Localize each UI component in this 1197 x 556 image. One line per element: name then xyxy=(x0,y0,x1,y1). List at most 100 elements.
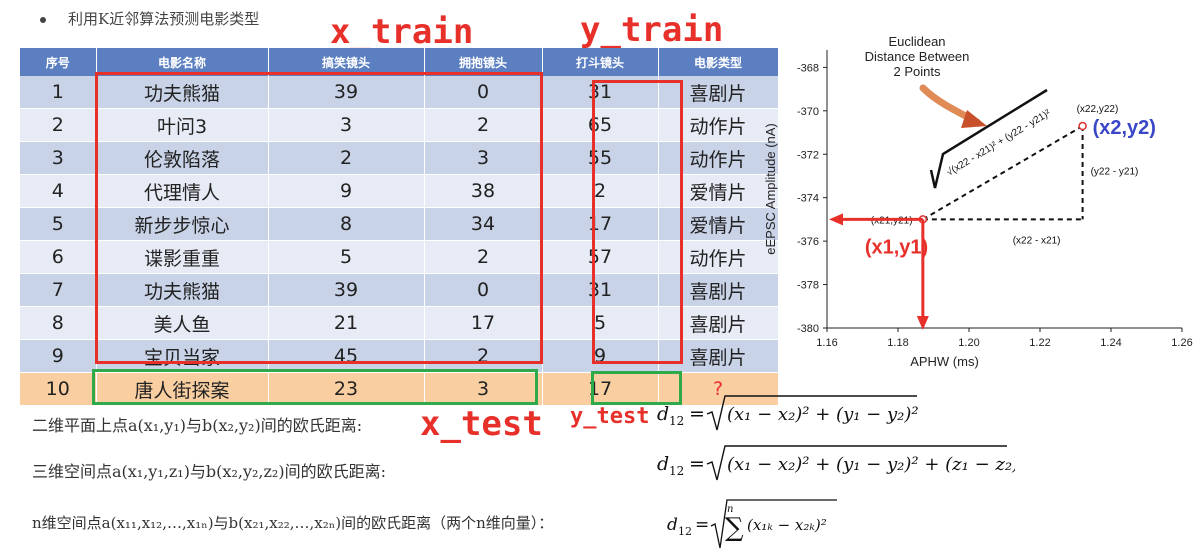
formula-2d-math: d 12 = (x₁ − x₂)² + (y₁ − y₂)² xyxy=(657,395,919,431)
dy-label: (y22 - y21) xyxy=(1091,167,1139,178)
svg-text:12: 12 xyxy=(669,414,684,428)
cell-title: 功夫熊猫 xyxy=(96,273,269,307)
cell-title: 唐人街探案 xyxy=(96,372,269,406)
cell-index: 4 xyxy=(20,174,97,208)
cell-hug: 17 xyxy=(424,306,543,340)
cell-title: 谍影重重 xyxy=(96,240,269,274)
y-tick-label: -376 xyxy=(797,236,819,248)
cell-fight: 2 xyxy=(542,174,659,208)
bullet-heading: 利用K近邻算法预测电影类型 xyxy=(40,8,259,29)
cell-genre: 喜剧片 xyxy=(658,273,779,307)
cell-hug: 38 xyxy=(424,174,543,208)
point-2-marker xyxy=(1078,121,1087,131)
svg-text:=: = xyxy=(689,453,705,475)
y-tick-label: -378 xyxy=(797,280,819,292)
svg-text:12: 12 xyxy=(678,525,692,538)
cell-index: 2 xyxy=(20,108,97,142)
col-header-comedy: 搞笑镜头 xyxy=(268,48,425,76)
x-test-label: x_test xyxy=(420,404,543,444)
cell-fight: 57 xyxy=(542,240,659,274)
cell-genre: 动作片 xyxy=(658,141,779,175)
big-point-1-label: (x1,y1) xyxy=(865,236,928,258)
cell-title: 代理情人 xyxy=(96,174,269,208)
table-row: 9 宝贝当家 45 2 9 喜剧片 xyxy=(20,339,779,373)
cell-fight: 17 xyxy=(542,372,659,406)
annotation-arrow-head xyxy=(961,110,987,128)
cell-hug: 3 xyxy=(424,141,543,175)
cell-comedy: 9 xyxy=(268,174,425,208)
y-axis-label: eEPSC Amplitude (nA) xyxy=(763,123,778,255)
point-2-label: (x22,y22) xyxy=(1077,104,1119,115)
cell-genre: 喜剧片 xyxy=(658,76,779,109)
cell-title: 叶问3 xyxy=(96,108,269,142)
bullet-text: 利用K近邻算法预测电影类型 xyxy=(68,10,260,28)
cell-title: 美人鱼 xyxy=(96,306,269,340)
cell-genre: 爱情片 xyxy=(658,207,779,241)
svg-text:(x₁ₖ − x₂ₖ)²: (x₁ₖ − x₂ₖ)² xyxy=(747,516,827,534)
cell-fight: 17 xyxy=(542,207,659,241)
cell-index: 1 xyxy=(20,76,97,109)
x-tick-label: 1.26 xyxy=(1171,337,1192,349)
cell-comedy: 39 xyxy=(268,273,425,307)
formula-3d-math: d 12 = (x₁ − x₂)² + (y₁ − y₂)² + (z₁ − z… xyxy=(657,445,1015,481)
cell-comedy: 39 xyxy=(268,76,425,109)
table-row: 1 功夫熊猫 39 0 31 喜剧片 xyxy=(20,76,779,109)
cell-index: 5 xyxy=(20,207,97,241)
y-tick-label: -372 xyxy=(797,149,819,161)
cell-index: 8 xyxy=(20,306,97,340)
svg-text:d: d xyxy=(657,453,669,475)
x-tick-label: 1.20 xyxy=(958,337,979,349)
svg-text:(x₁ − x₂)² + (y₁ − y₂)² + (z₁: (x₁ − x₂)² + (y₁ − y₂)² + (z₁ − z₂)² xyxy=(727,454,1015,475)
cell-comedy: 5 xyxy=(268,240,425,274)
cell-fight: 5 xyxy=(542,306,659,340)
y-tick-label: -370 xyxy=(797,106,819,118)
formula-line-nd-text: n维空间点a(x₁₁,x₁₂,…,x₁ₙ)与b(x₂₁,x₂₂,…,x₂ₙ)间的… xyxy=(32,514,554,532)
cell-genre: 爱情片 xyxy=(658,174,779,208)
cell-fight: 65 xyxy=(542,108,659,142)
x-axis-label: APHW (ms) xyxy=(910,354,979,369)
x-tick-label: 1.18 xyxy=(887,337,908,349)
test-row: 10 唐人街探案 23 3 17? xyxy=(20,372,779,406)
svg-text:=: = xyxy=(695,515,709,535)
cell-comedy: 21 xyxy=(268,306,425,340)
hypotenuse-sqrt-sign xyxy=(929,88,1048,189)
cell-genre: 动作片 xyxy=(658,108,779,142)
cell-fight: 9 xyxy=(542,339,659,373)
cell-fight: 31 xyxy=(542,273,659,307)
cell-genre-unknown: ? xyxy=(658,372,779,406)
cell-fight: 31 xyxy=(542,76,659,109)
euclidean-distance-chart: 1.16 1.18 1.20 1.22 1.24 1.26 -368 -370 -372 -374… xyxy=(763,34,1193,369)
col-header-fight: 打斗镜头 xyxy=(542,48,659,76)
col-header-index: 序号 xyxy=(20,48,97,76)
svg-text:d: d xyxy=(657,403,669,425)
x-tick-label: 1.22 xyxy=(1029,337,1050,349)
movie-table: 序号 电影名称 搞笑镜头 拥抱镜头 打斗镜头 电影类型 1 功夫熊猫 39 0 31 喜剧… xyxy=(20,48,779,406)
table-row: 8 美人鱼 21 17 5 喜剧片 xyxy=(20,306,779,340)
table-row: 2 叶问3 3 2 65 动作片 xyxy=(20,108,779,142)
col-header-hug: 拥抱镜头 xyxy=(424,48,543,76)
cell-title: 伦敦陷落 xyxy=(96,141,269,175)
cell-comedy: 3 xyxy=(268,108,425,142)
x-tick-label: 1.24 xyxy=(1100,337,1121,349)
cell-genre: 动作片 xyxy=(658,240,779,274)
chart-header-line: Euclidean xyxy=(888,34,945,49)
cell-hug: 2 xyxy=(424,339,543,373)
cell-title: 功夫熊猫 xyxy=(96,76,269,109)
cell-index: 6 xyxy=(20,240,97,274)
cell-genre: 喜剧片 xyxy=(658,306,779,340)
cell-hug: 0 xyxy=(424,273,543,307)
table-row: 6 谍影重重 5 2 57 动作片 xyxy=(20,240,779,274)
cell-comedy: 23 xyxy=(268,372,425,406)
col-header-title: 电影名称 xyxy=(96,48,269,76)
cell-index: 9 xyxy=(20,339,97,373)
x-train-label: x_train xyxy=(330,12,474,52)
cell-index: 10 xyxy=(20,372,97,406)
svg-text:12: 12 xyxy=(669,464,684,478)
y-train-label: y_train xyxy=(580,10,724,50)
table-row: 3 伦敦陷落 2 3 55 动作片 xyxy=(20,141,779,175)
formula-line-nd: n维空间点a(x₁₁,x₁₂,…,x₁ₙ)与b(x₂₁,x₂₂,…,x₂ₙ)间的… xyxy=(32,512,553,533)
hypotenuse-line xyxy=(922,125,1084,221)
chart-header-line: Distance Between xyxy=(865,49,970,64)
col-header-genre: 电影类型 xyxy=(658,48,779,76)
cell-index: 7 xyxy=(20,273,97,307)
